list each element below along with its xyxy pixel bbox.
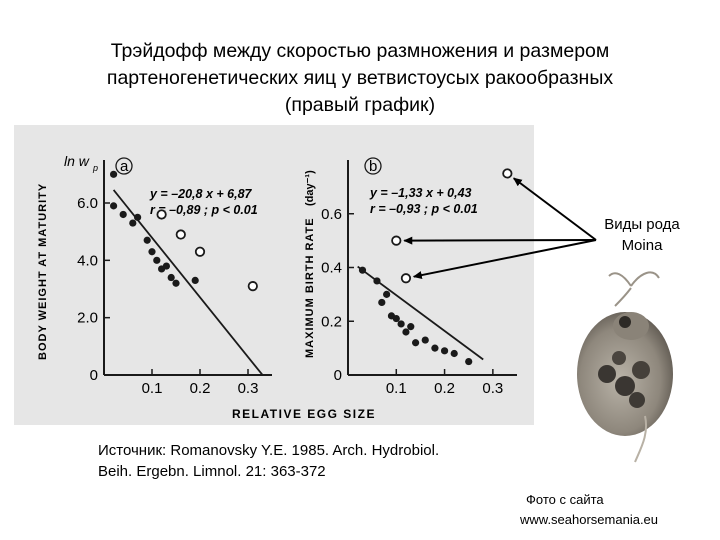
panel-b-equation: y = –1,33 x + 0,43 <box>369 186 472 200</box>
panel-a-filled-point <box>119 210 127 219</box>
moina-arrow <box>412 239 597 280</box>
panel-b-x-tick-label: 0.2 <box>434 380 455 397</box>
panel-a-stats: r = –0,89 ; p < 0.01 <box>150 203 258 217</box>
panel-a-equation: y = –20,8 x + 6,87 <box>149 187 253 201</box>
panel-a-filled-point <box>143 236 151 244</box>
panel-b-filled-point <box>358 266 367 274</box>
panel-a-label-circle <box>115 157 133 175</box>
panel-a-filled-point <box>134 213 142 221</box>
panel-b-filled-point <box>440 347 449 355</box>
panel-a-y-tick-label: 2.0 <box>77 310 98 327</box>
shared-xlabel: RELATIVE EGG SIZE <box>232 407 376 421</box>
moina-arrow <box>512 177 597 241</box>
panel-a-open-point <box>156 209 167 220</box>
panel-b-filled-point <box>397 320 405 328</box>
photo-credit-line-1: Фото с сайта <box>526 492 604 507</box>
moina-label: Виды рода Moina <box>592 214 692 256</box>
panel-b-y-tick-label: 0.6 <box>321 206 342 223</box>
panel-b-ylabel: MAXIMUM BIRTH RATE <box>304 217 316 358</box>
panel-b-filled-point <box>392 314 400 323</box>
panel-b-x-tick-label: 0.1 <box>386 380 407 397</box>
panel-a-x-tick-label: 0.2 <box>190 380 211 397</box>
panel-a-filled-point <box>110 202 118 210</box>
panel-b-filled-point <box>373 277 381 285</box>
panel-a-open-point <box>247 281 258 292</box>
title-line-1: Трэйдофф между скоростью размножения и р… <box>110 40 610 62</box>
panel-a-filled-point <box>191 276 199 284</box>
source-line-1: Источник: Romanovsky Y.E. 1985. Arch. Hy… <box>98 442 440 459</box>
panel-a-x-tick-label: 0.3 <box>238 380 259 397</box>
source-citation: Источник: Romanovsky Y.E. 1985. Arch. Hy… <box>90 436 520 490</box>
panel-a-corner-label-sub: p <box>92 163 98 173</box>
panel-a-x-tick-label: 0.1 <box>142 380 163 397</box>
moina-label-line-2: Moina <box>621 237 663 254</box>
panel-b-filled-point <box>412 339 420 347</box>
panel-a-label: a <box>120 158 129 175</box>
panel-a-y-tick-label: 0 <box>90 367 98 384</box>
panel-a-filled-point <box>129 219 137 227</box>
panel-a-corner-label: ln w <box>64 153 90 169</box>
panel-b-y-tick-label: 0 <box>334 367 342 384</box>
panel-b-filled-point <box>421 336 429 344</box>
moina-arrow <box>403 236 597 245</box>
panel-a-filled-point <box>148 248 156 256</box>
panel-a: a ln w p y = –20,8 x + 6,87 r = –0,89 ; … <box>37 153 272 397</box>
title-line-2: партеногенетических яиц у ветвистоусых р… <box>106 67 614 89</box>
panel-a-y-tick-label: 6.0 <box>77 195 98 212</box>
panel-a-open-point <box>194 246 206 257</box>
slide-title: Трэйдофф между скоростью размножения и р… <box>20 38 700 119</box>
panel-b-label: b <box>369 158 377 175</box>
source-line-2: Beih. Ergebn. Limnol. 21: 363-372 <box>98 463 326 480</box>
panel-a-filled-point <box>167 273 175 282</box>
panel-b-x-tick-label: 0.3 <box>482 380 503 397</box>
panel-b-filled-point <box>431 344 439 352</box>
panel-a-filled-point <box>162 262 170 270</box>
panel-b-filled-point <box>402 328 410 336</box>
panel-b-filled-point <box>383 290 391 298</box>
panel-b-label-circle <box>364 157 382 175</box>
panel-b-open-point <box>502 168 513 179</box>
photo-credit-line-2: www.seahorsemania.eu <box>520 512 659 527</box>
panel-a-filled-point <box>153 256 161 264</box>
panel-b-ylabel-unit: (day⁻¹) <box>304 170 316 206</box>
panel-b-filled-point <box>378 298 386 307</box>
panel-a-open-point <box>175 229 186 240</box>
moina-photo-icon <box>545 266 717 466</box>
moina-arrows <box>403 177 597 280</box>
panel-b-filled-point <box>465 357 473 366</box>
panel-a-filled-point <box>110 170 118 178</box>
panel-b: b y = –1,33 x + 0,43 r = –0,93 ; p < 0.0… <box>304 157 517 397</box>
panel-b-y-tick-label: 0.4 <box>321 260 342 277</box>
moina-label-line-1: Виды рода <box>604 216 680 233</box>
title-line-3: (правый график) <box>284 94 436 116</box>
panel-b-filled-point <box>407 323 415 331</box>
panel-b-stats: r = –0,93 ; p < 0.01 <box>370 202 478 216</box>
panel-b-filled-point <box>450 349 458 358</box>
photo-credit: Фото с сайта www.seahorsemania.eu <box>520 490 720 530</box>
panel-b-y-tick-label: 0.2 <box>321 313 342 330</box>
panel-b-open-point <box>400 273 412 284</box>
panel-a-y-tick-label: 4.0 <box>77 252 98 269</box>
panel-a-filled-point <box>172 279 180 287</box>
panel-b-open-point <box>391 235 402 246</box>
panel-a-ylabel: BODY WEIGHT AT MATURITY <box>37 183 49 360</box>
